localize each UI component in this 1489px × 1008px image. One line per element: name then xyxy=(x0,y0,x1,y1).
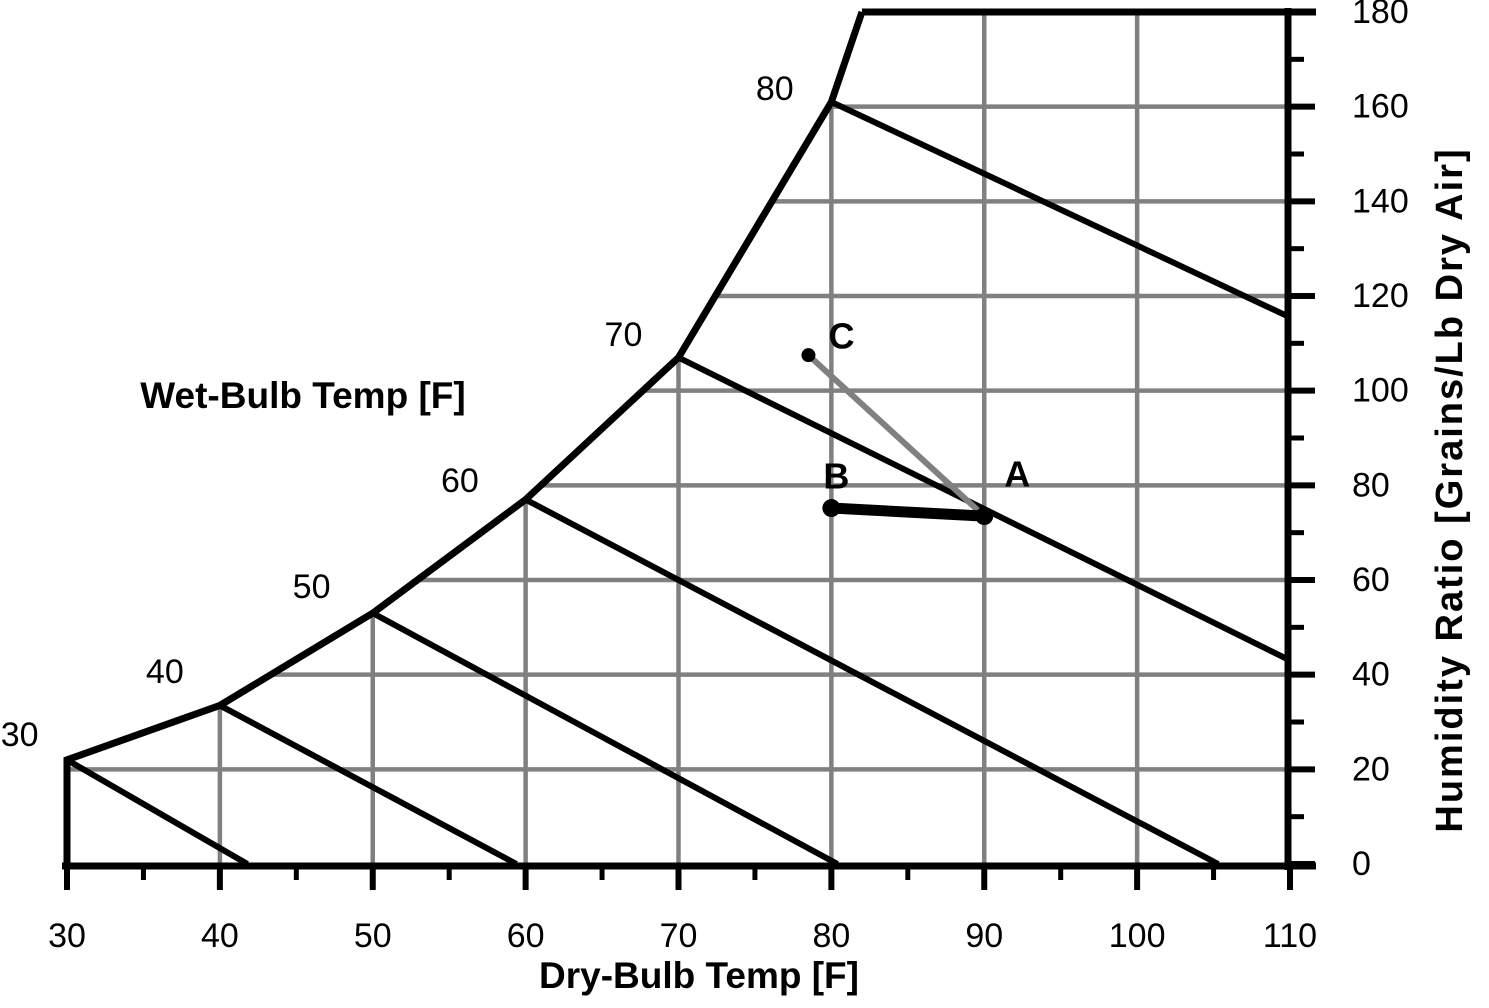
x-axis-tick-label-50: 50 xyxy=(354,917,392,955)
y-axis-tick-label-100: 100 xyxy=(1352,372,1409,410)
wet-bulb-label-60: 60 xyxy=(441,462,479,500)
y-axis-tick-label-180: 180 xyxy=(1352,0,1409,31)
y-axis-tick-label-160: 160 xyxy=(1352,88,1409,126)
point-dot-B xyxy=(822,499,841,518)
wet-bulb-line-80 xyxy=(830,99,1292,321)
wet-bulb-label-30: 30 xyxy=(1,716,39,754)
wet-bulb-line-40 xyxy=(218,702,518,867)
point-label-C: C xyxy=(828,316,854,357)
x-axis-tick-label-70: 70 xyxy=(660,917,698,955)
x-axis-tick-label-30: 30 xyxy=(48,917,86,955)
y-axis-tick-label-60: 60 xyxy=(1352,561,1390,599)
y-axis-tick-label-40: 40 xyxy=(1352,656,1390,694)
wet-bulb-line-60 xyxy=(524,496,1220,867)
x-axis-tick-label-90: 90 xyxy=(965,917,1003,955)
wet-bulb-label-80: 80 xyxy=(756,70,794,108)
point-dot-C xyxy=(801,348,816,363)
wet-bulb-label-50: 50 xyxy=(293,568,331,606)
point-dot-A xyxy=(975,507,994,526)
wet-bulb-axis-title: Wet-Bulb Temp [F] xyxy=(140,375,465,416)
y-axis-tick-label-0: 0 xyxy=(1352,845,1371,883)
process-line-C-A xyxy=(806,352,987,519)
point-label-B: B xyxy=(823,456,849,497)
y-axis-tick-label-80: 80 xyxy=(1352,466,1390,504)
saturation-curve xyxy=(63,10,866,864)
wet-bulb-label-70: 70 xyxy=(605,316,643,354)
wet-bulb-line-30 xyxy=(65,757,249,867)
wet-bulb-label-40: 40 xyxy=(146,653,184,691)
point-label-A: A xyxy=(1004,454,1030,495)
y-axis-tick-label-140: 140 xyxy=(1352,182,1409,220)
wet-bulb-line-50 xyxy=(371,610,839,867)
x-axis-tick-label-40: 40 xyxy=(201,917,239,955)
x-axis-tick-label-80: 80 xyxy=(812,917,850,955)
y-axis-tick-label-20: 20 xyxy=(1352,750,1390,788)
y-axis-tick-label-120: 120 xyxy=(1352,277,1409,315)
x-axis-title: Dry-Bulb Temp [F] xyxy=(539,955,859,996)
x-axis-tick-label-60: 60 xyxy=(507,917,545,955)
x-axis-tick-label-100: 100 xyxy=(1109,917,1166,955)
process-line-B-A xyxy=(831,502,985,522)
x-axis-tick-label-110: 110 xyxy=(1263,917,1317,955)
y-axis-title: Humidity Ratio [Grains/Lb Dry Air] xyxy=(1429,147,1471,832)
